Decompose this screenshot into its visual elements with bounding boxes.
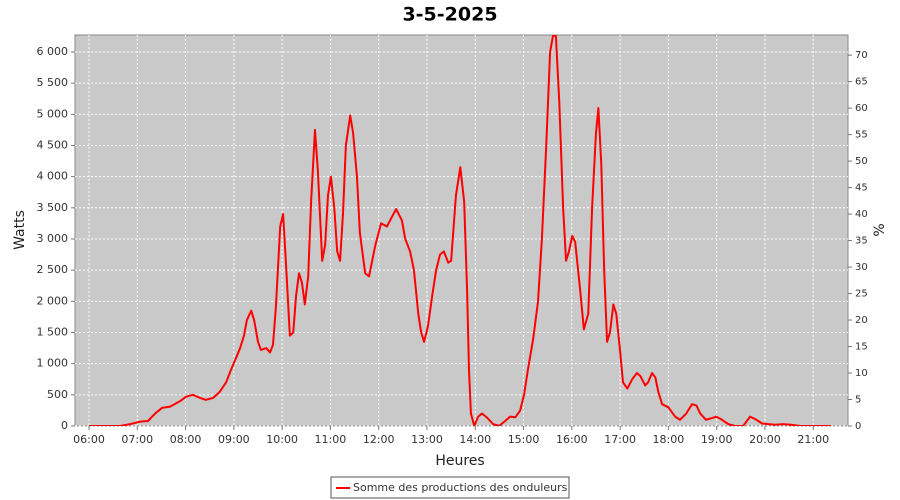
y2-tick-label: 20	[855, 315, 868, 326]
y-tick-label: 1 000	[37, 357, 69, 370]
y-tick-label: 6 000	[37, 45, 69, 58]
y2-tick-label: 60	[855, 103, 868, 114]
x-tick-label: 20:00	[749, 433, 781, 446]
y2-tick-label: 45	[855, 183, 868, 194]
y2-tick-label: 30	[855, 262, 868, 273]
y-tick-label: 3 500	[37, 201, 69, 214]
x-tick-label: 15:00	[508, 433, 540, 446]
x-tick-label: 13:00	[411, 433, 443, 446]
y-axis-title: Watts	[12, 210, 28, 250]
legend: Somme des productions des onduleurs	[330, 476, 570, 499]
y-tick-label: 0	[61, 419, 68, 432]
y-tick-label: 2 500	[37, 263, 69, 276]
x-axis-title: Heures	[435, 453, 484, 469]
series-line	[89, 35, 832, 426]
x-tick-label: 17:00	[604, 433, 636, 446]
y2-tick-label: 50	[855, 156, 868, 167]
legend-box	[330, 476, 570, 499]
y2-tick-label: 70	[855, 50, 868, 61]
series-layer	[89, 35, 832, 426]
y2-tick-label: 25	[855, 289, 868, 300]
x-tick-label: 08:00	[170, 433, 202, 446]
y2-tick-label: 0	[855, 421, 861, 432]
y-tick-label: 1 500	[37, 325, 69, 338]
legend-label: Somme des productions des onduleurs	[353, 481, 568, 494]
x-tick-label: 06:00	[73, 433, 105, 446]
y2-tick-label: 40	[855, 209, 868, 220]
y2-tick-label: 65	[855, 77, 868, 88]
y2-tick-label: 35	[855, 236, 868, 247]
y-tick-label: 500	[47, 388, 68, 401]
x-tick-label: 21:00	[797, 433, 829, 446]
y-tick-label: 2 000	[37, 294, 69, 307]
x-tick-label: 07:00	[121, 433, 153, 446]
x-tick-label: 09:00	[218, 433, 250, 446]
x-tick-label: 18:00	[653, 433, 685, 446]
y-tick-label: 3 000	[37, 232, 69, 245]
x-tick-label: 11:00	[315, 433, 347, 446]
y2-tick-label: 55	[855, 130, 868, 141]
x-tick-label: 16:00	[556, 433, 588, 446]
chart-title: 3-5-2025	[402, 4, 497, 26]
y2-axis-title: %	[872, 223, 888, 236]
y-tick-label: 5 000	[37, 107, 69, 120]
plot-area	[74, 34, 849, 427]
x-tick-label: 12:00	[363, 433, 395, 446]
y-tick-label: 4 500	[37, 138, 69, 151]
x-tick-label: 14:00	[459, 433, 491, 446]
y2-tick-label: 15	[855, 342, 868, 353]
x-tick-label: 19:00	[701, 433, 733, 446]
y2-tick-label: 10	[855, 368, 868, 379]
x-tick-label: 10:00	[266, 433, 298, 446]
y-tick-label: 4 000	[37, 170, 69, 183]
y2-tick-label: 5	[855, 395, 861, 406]
y-tick-label: 5 500	[37, 76, 69, 89]
